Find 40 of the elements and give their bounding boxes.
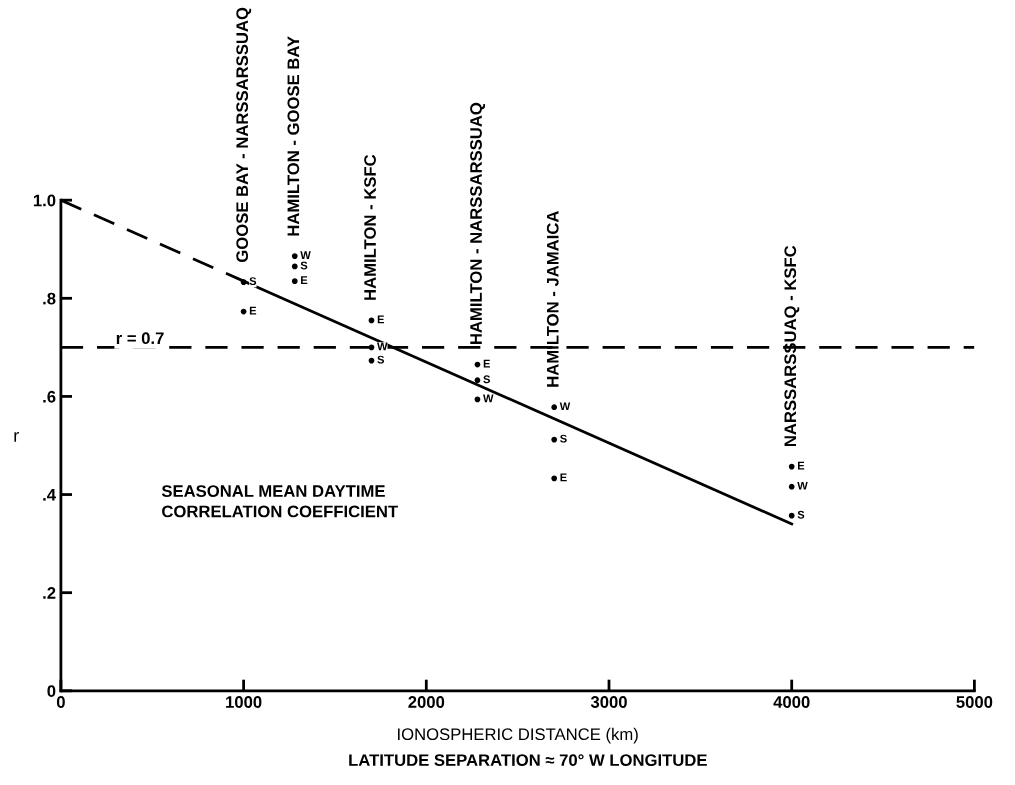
y-axis-title: r [14,432,19,442]
x-tick-label: 4000 [773,696,810,708]
series-label: S [797,510,805,519]
text: E [377,315,385,324]
text: W [797,481,808,490]
annotation: NARSSARSSUAQ - KSFC [784,245,800,447]
annotation: HAMILTON - NARSSARSSUAQ [470,102,486,344]
x-tick-label: 3000 [590,696,627,708]
x-axis-title: IONOSPHERIC DISTANCE (km) [398,727,638,744]
text: S [377,355,385,364]
y-tick-label: .4 [43,489,56,501]
annotation: HAMILTON - KSFC [364,154,376,300]
annotation: SEASONAL MEAN DAYTIME CORRELATION COEFFICIENT [161,485,398,518]
y-tick-label: 1.0 [33,194,56,207]
text: W [300,251,311,259]
text: E [301,276,308,284]
x-tick-label: 2000 [408,696,445,708]
ref-line-label: r = 0.7 [116,332,164,345]
text: S [483,375,490,384]
text: E [560,473,567,482]
text: S [560,434,567,443]
text: S [249,277,257,286]
text: W [483,394,494,403]
text: E [798,461,805,470]
y-tick-label: .8 [43,292,56,305]
series-label: E [483,359,490,368]
y-tick-label: .2 [43,587,56,599]
x-tick-label: 1000 [226,696,262,708]
text: W [559,402,571,411]
y-tick-label: .6 [43,390,56,403]
annotation: HAMILTON - JAMAICA [546,211,559,387]
annotation: GOOSE BAY - NARSSARSSUAQ [236,7,252,262]
series-label: W [377,342,388,351]
text: S [300,261,308,270]
x-tick-label: 5000 [956,696,993,708]
y-tick-label: 0 [47,685,56,697]
text: LATITUDE SEPARATION ≈ 70° W LONGITUDE [349,754,707,767]
annotation: HAMILTON - GOOSE BAY [287,36,300,236]
x-tick-label: 0 [56,696,65,708]
text: E [249,306,257,315]
